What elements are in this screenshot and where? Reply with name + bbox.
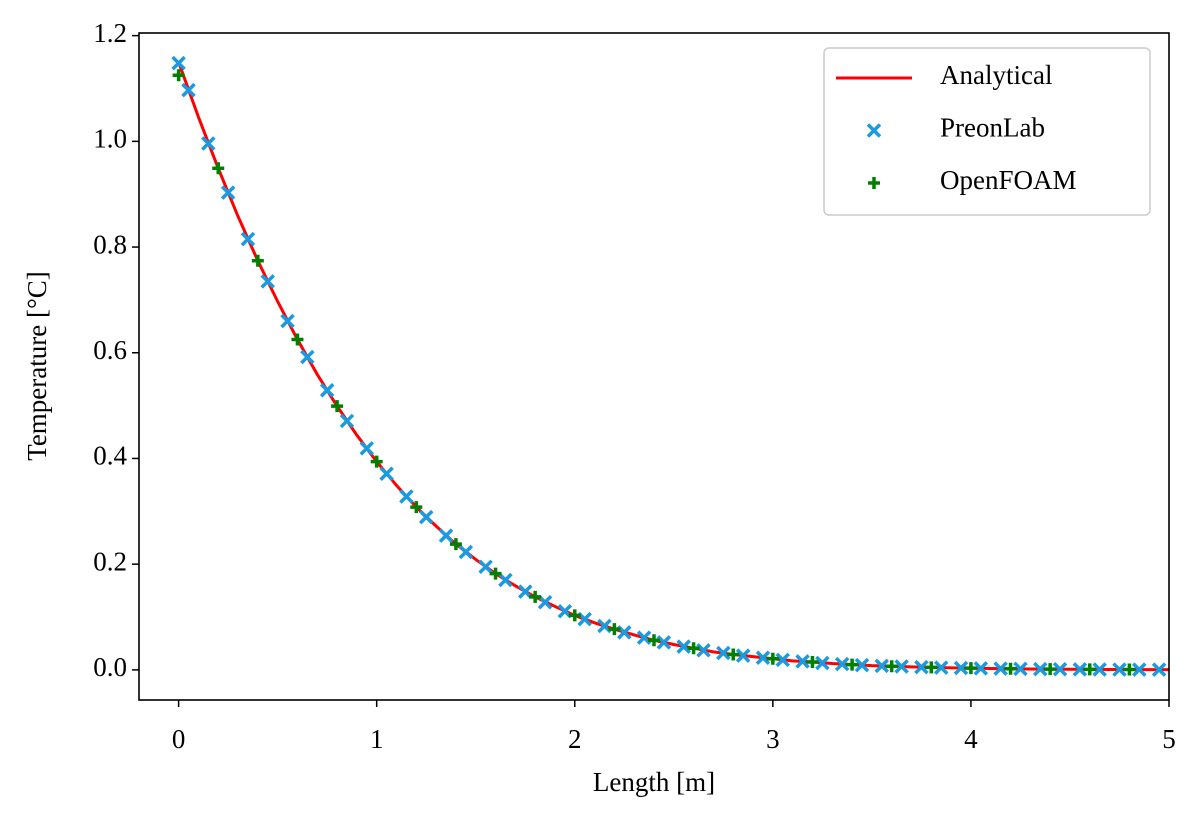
x-tick-label: 0	[172, 724, 186, 754]
point-marker	[489, 567, 502, 580]
point-marker	[953, 660, 969, 676]
point-marker	[291, 333, 304, 346]
point-marker	[1004, 662, 1017, 675]
point-marker	[696, 643, 711, 658]
point-marker	[172, 69, 185, 82]
legend-label: PreonLab	[940, 113, 1045, 143]
point-marker	[568, 609, 581, 622]
point-marker	[201, 136, 216, 151]
legend-label: OpenFOAM	[940, 165, 1077, 195]
point-marker	[766, 652, 779, 665]
point-marker	[648, 634, 660, 647]
point-marker	[1123, 663, 1136, 676]
point-marker	[1013, 661, 1028, 677]
point-marker	[1052, 662, 1068, 677]
plot-frame	[138, 32, 1170, 701]
point-marker	[885, 660, 898, 673]
y-tick-label: 0.6	[93, 335, 127, 365]
point-marker	[319, 383, 335, 398]
y-tick-label: 0.2	[93, 546, 127, 576]
x-tick-label: 3	[766, 724, 780, 754]
point-marker	[716, 645, 731, 661]
point-marker	[359, 441, 375, 456]
point-marker	[529, 590, 542, 603]
point-marker	[775, 652, 790, 668]
point-marker	[755, 650, 771, 665]
point-marker	[687, 642, 700, 655]
point-marker	[240, 231, 256, 247]
point-marker	[478, 559, 493, 575]
point-marker	[735, 648, 751, 663]
y-tick-label: 1.0	[93, 124, 127, 154]
point-marker	[925, 661, 938, 674]
point-marker	[181, 82, 196, 98]
point-marker	[656, 635, 672, 650]
point-marker	[1083, 663, 1096, 676]
point-marker	[1072, 662, 1088, 677]
point-marker	[1092, 662, 1107, 677]
point-marker	[438, 528, 454, 543]
point-marker	[220, 185, 236, 200]
x-tick-label: 1	[370, 724, 384, 754]
point-marker	[379, 466, 394, 482]
point-marker	[795, 654, 810, 669]
point-marker	[1044, 663, 1057, 676]
legend-marker	[868, 177, 880, 189]
point-marker	[449, 538, 462, 551]
point-marker	[874, 658, 890, 674]
x-axis-label: Length [m]	[593, 767, 715, 797]
point-marker	[370, 455, 383, 468]
point-marker	[260, 274, 275, 289]
point-marker	[854, 657, 870, 673]
y-axis-label: Temperature [°C]	[22, 271, 52, 461]
point-marker	[834, 656, 850, 672]
point-marker	[894, 659, 909, 674]
point-marker	[933, 660, 949, 675]
point-marker	[973, 661, 989, 676]
point-marker	[914, 659, 929, 675]
point-marker	[846, 658, 859, 671]
point-marker	[458, 544, 474, 560]
point-marker	[339, 413, 355, 429]
point-marker	[498, 572, 513, 588]
point-marker	[399, 489, 414, 504]
point-marker	[993, 661, 1008, 676]
point-marker	[1151, 662, 1167, 677]
legend-box	[823, 47, 1151, 216]
point-marker	[1112, 662, 1127, 677]
point-marker	[727, 648, 740, 661]
point-marker	[300, 349, 315, 365]
point-marker	[608, 623, 621, 636]
y-tick-label: 0.0	[93, 652, 127, 682]
point-marker	[676, 639, 691, 654]
point-marker	[280, 313, 295, 329]
point-marker	[1033, 661, 1048, 677]
point-marker	[815, 655, 830, 671]
point-marker	[171, 55, 186, 71]
legend-label: Analytical	[940, 60, 1052, 90]
point-marker	[806, 655, 819, 668]
point-marker	[418, 509, 434, 525]
point-marker	[1132, 662, 1147, 677]
point-marker	[964, 662, 977, 675]
y-tick-label: 1.2	[93, 18, 127, 48]
x-tick-label: 5	[1162, 724, 1176, 754]
y-tick-label: 0.4	[93, 441, 127, 471]
x-tick-label: 4	[964, 724, 978, 754]
point-marker	[410, 501, 423, 514]
point-marker	[251, 254, 264, 267]
x-tick-label: 2	[568, 724, 582, 754]
legend-marker	[866, 123, 882, 138]
y-tick-label: 0.8	[93, 229, 127, 259]
point-marker	[331, 400, 344, 413]
point-marker	[212, 162, 225, 175]
